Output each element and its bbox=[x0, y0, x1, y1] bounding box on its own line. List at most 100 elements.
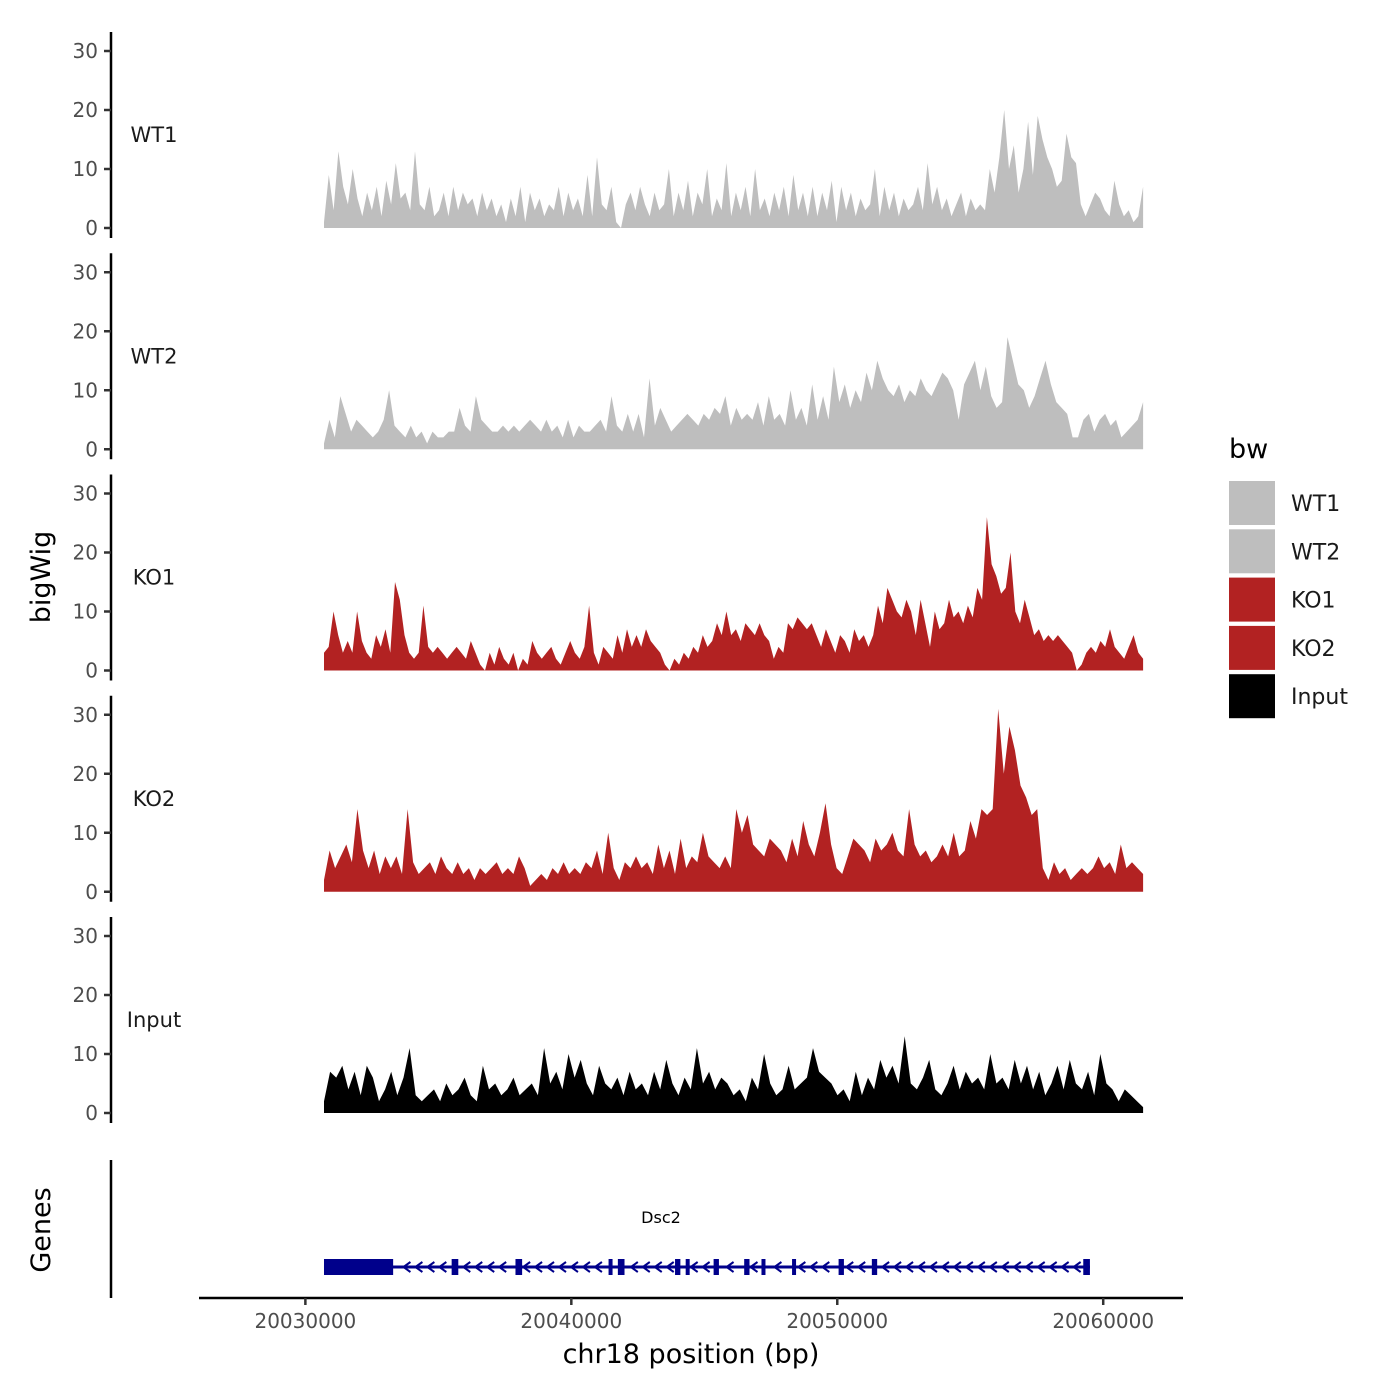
gene-name-label: Dsc2 bbox=[641, 1208, 681, 1227]
gene-exon bbox=[871, 1259, 878, 1275]
signal-area-input bbox=[324, 1036, 1144, 1113]
strand-arrow-icon bbox=[844, 1261, 854, 1273]
strand-arrow-icon bbox=[665, 1261, 675, 1273]
strand-arrow-icon bbox=[593, 1261, 603, 1273]
strand-arrow-icon bbox=[581, 1261, 591, 1273]
y-tick-label: 0 bbox=[85, 1101, 98, 1125]
gene-exon bbox=[792, 1259, 797, 1275]
strand-arrow-icon bbox=[629, 1261, 639, 1273]
strand-arrow-icon bbox=[533, 1261, 543, 1273]
strand-arrow-icon bbox=[1000, 1261, 1010, 1273]
legend-title: bw bbox=[1229, 434, 1268, 465]
legend-entries: WT1 WT2 KO1 KO2 Input bbox=[1229, 481, 1348, 719]
track-wt2: 0 10 20 30 WT2 bbox=[73, 253, 1144, 461]
legend: bw WT1 WT2 KO1 KO2 Input bbox=[1229, 434, 1348, 719]
legend-label-wt2: WT2 bbox=[1291, 540, 1340, 565]
y-tick-label: 10 bbox=[73, 821, 98, 845]
x-tick-label: 20030000 bbox=[254, 1309, 356, 1333]
gene-exon bbox=[675, 1259, 681, 1275]
strand-arrow-icon bbox=[748, 1261, 759, 1273]
strand-arrow-icon bbox=[724, 1261, 735, 1273]
x-tick-label: 20060000 bbox=[1052, 1309, 1154, 1333]
strand-arrow-icon bbox=[521, 1261, 531, 1273]
gene-track-title: Genes bbox=[26, 1187, 57, 1272]
strand-arrow-icon bbox=[820, 1261, 830, 1273]
y-tick-label: 20 bbox=[73, 541, 98, 565]
strand-arrow-icon bbox=[880, 1261, 890, 1273]
legend-swatch-input bbox=[1229, 674, 1275, 719]
strand-arrow-icon bbox=[1071, 1261, 1082, 1273]
x-tick-label: 20050000 bbox=[786, 1309, 888, 1333]
strand-arrow-icon bbox=[856, 1261, 866, 1273]
gene-exon bbox=[515, 1259, 523, 1275]
gene-exon bbox=[1083, 1259, 1090, 1275]
strand-arrow-icon bbox=[557, 1261, 567, 1273]
signal-tracks: 0 10 20 30 WT1 0 10 20 30 WT2 0 10 20 30 KO1 0 10 20 30 KO2… bbox=[73, 32, 1144, 1125]
y-tick-label: 30 bbox=[73, 39, 98, 63]
track-ko2: 0 10 20 30 KO2 bbox=[73, 695, 1144, 904]
gene-model bbox=[323, 1259, 1090, 1275]
legend-swatch-wt2 bbox=[1229, 529, 1275, 574]
gene-exon bbox=[451, 1259, 459, 1275]
strand-arrow-icon bbox=[916, 1261, 926, 1273]
strand-arrow-icon bbox=[976, 1261, 986, 1273]
gene-exon bbox=[608, 1259, 613, 1275]
track-label-wt1: WT1 bbox=[131, 123, 178, 147]
strand-arrow-icon bbox=[964, 1261, 974, 1273]
strand-arrow-icon bbox=[1024, 1261, 1034, 1273]
track-input: 0 10 20 30 Input bbox=[73, 917, 1144, 1125]
legend-swatch-ko2 bbox=[1229, 625, 1275, 670]
strand-arrow-icon bbox=[892, 1261, 902, 1273]
strand-arrow-icon bbox=[1012, 1261, 1022, 1273]
legend-swatch-wt1 bbox=[1229, 481, 1275, 525]
legend-swatch-ko1 bbox=[1229, 577, 1275, 622]
legend-label-wt1: WT1 bbox=[1291, 492, 1340, 517]
gene-exon bbox=[617, 1259, 625, 1275]
x-tick-label: 20040000 bbox=[520, 1309, 622, 1333]
y-axis-title: bigWig bbox=[26, 531, 57, 624]
strand-arrow-icon bbox=[545, 1261, 555, 1273]
legend-label-input: Input bbox=[1291, 685, 1348, 710]
y-tick-label: 0 bbox=[85, 216, 98, 240]
y-tick-label: 20 bbox=[73, 983, 98, 1007]
strand-arrow-icon bbox=[940, 1261, 950, 1273]
track-label-ko2: KO2 bbox=[133, 787, 176, 811]
gene-exon bbox=[838, 1259, 844, 1275]
strand-arrow-icon bbox=[401, 1261, 412, 1273]
y-tick-label: 10 bbox=[73, 378, 98, 402]
strand-arrow-icon bbox=[425, 1261, 435, 1273]
strand-arrow-icon bbox=[497, 1261, 507, 1273]
track-label-input: Input bbox=[127, 1008, 181, 1032]
strand-arrow-icon bbox=[653, 1261, 663, 1273]
strand-arrow-icon bbox=[569, 1261, 579, 1273]
y-tick-label: 0 bbox=[85, 880, 98, 904]
strand-arrow-icon bbox=[904, 1261, 914, 1273]
gene-exon bbox=[744, 1259, 750, 1275]
legend-label-ko2: KO2 bbox=[1291, 637, 1336, 662]
strand-arrow-icon bbox=[485, 1261, 495, 1273]
track-ko1: 0 10 20 30 KO1 bbox=[73, 474, 1144, 683]
strand-arrow-icon bbox=[641, 1261, 651, 1273]
y-tick-label: 20 bbox=[73, 762, 98, 786]
y-tick-label: 20 bbox=[73, 319, 98, 343]
y-tick-label: 10 bbox=[73, 157, 98, 181]
track-label-ko1: KO1 bbox=[133, 566, 176, 590]
gene-exon bbox=[685, 1259, 690, 1275]
y-tick-label: 10 bbox=[73, 600, 98, 624]
strand-arrow-icon bbox=[1059, 1261, 1070, 1273]
y-tick-label: 20 bbox=[73, 98, 98, 122]
strand-arrow-icon bbox=[700, 1261, 711, 1273]
y-tick-label: 30 bbox=[73, 703, 98, 727]
strand-arrow-icon bbox=[1035, 1261, 1046, 1273]
signal-area-ko1 bbox=[324, 517, 1144, 671]
track-wt1: 0 10 20 30 WT1 bbox=[73, 32, 1144, 240]
signal-area-ko2 bbox=[324, 708, 1144, 892]
legend-label-ko1: KO1 bbox=[1291, 589, 1336, 614]
y-tick-label: 30 bbox=[73, 260, 98, 284]
strand-arrow-icon bbox=[1047, 1261, 1058, 1273]
strand-arrow-icon bbox=[413, 1261, 423, 1273]
strand-arrow-icon bbox=[796, 1261, 806, 1273]
y-tick-label: 0 bbox=[85, 437, 98, 461]
strand-arrow-icon bbox=[772, 1261, 783, 1273]
